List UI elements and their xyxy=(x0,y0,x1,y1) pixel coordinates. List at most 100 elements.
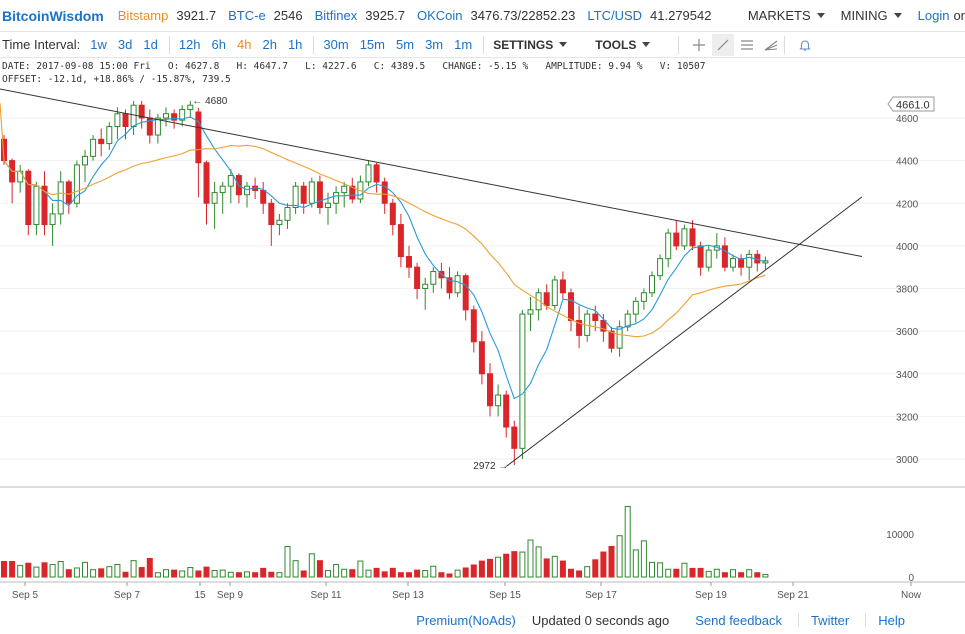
feedback-link[interactable]: Send feedback xyxy=(695,612,782,628)
interval-3d[interactable]: 3d xyxy=(117,37,133,52)
volume-bar xyxy=(414,569,421,578)
time-tick-label: Sep 9 xyxy=(217,590,244,601)
market-btc-e[interactable]: BTC-e 2546 xyxy=(228,8,302,23)
price-tick-label: 4000 xyxy=(896,242,919,253)
time-tick-label: Sep 19 xyxy=(695,590,727,601)
volume-bar xyxy=(616,535,623,578)
candle-body xyxy=(373,164,380,183)
mining-menu[interactable]: MINING xyxy=(841,8,902,23)
candle-body xyxy=(568,292,574,321)
volume-bar xyxy=(592,559,599,578)
candle-body xyxy=(697,245,704,268)
candle-body xyxy=(106,126,113,145)
interval-3m[interactable]: 3m xyxy=(425,37,444,52)
candle-body xyxy=(349,185,356,200)
interval-30m[interactable]: 30m xyxy=(323,37,349,52)
volume-bar xyxy=(665,568,672,578)
draw-line-icon[interactable] xyxy=(712,33,735,56)
time-tick-label: Sep 7 xyxy=(114,590,141,601)
volume-bar xyxy=(357,560,364,578)
volume-bars xyxy=(1,505,769,578)
fan-icon[interactable] xyxy=(760,34,782,56)
market-bitstamp[interactable]: Bitstamp 3921.7 xyxy=(118,8,216,23)
candle-body xyxy=(203,162,210,204)
interval-1h[interactable]: 1h xyxy=(287,37,303,52)
price-tick-label: 3800 xyxy=(896,285,919,296)
volume-bar xyxy=(738,572,745,578)
volume-bar xyxy=(300,570,307,578)
candle-body xyxy=(114,113,121,128)
price-axis: 3000 3200 3400 3600 3800 4000 4200 4400 4600 xyxy=(896,114,919,466)
interval-6h[interactable]: 6h xyxy=(211,37,226,52)
volume-bar xyxy=(179,570,186,578)
candle-body xyxy=(608,330,615,349)
interval-1w[interactable]: 1w xyxy=(90,37,107,52)
current-price-text: 4661.0 xyxy=(896,100,930,112)
volume-bar xyxy=(584,566,591,578)
markets-menu[interactable]: MARKETS xyxy=(748,8,825,23)
volume-bar xyxy=(325,570,331,578)
volume-bar xyxy=(632,549,639,578)
candle-body xyxy=(495,394,502,407)
volume-bar xyxy=(389,567,396,578)
premium-link[interactable]: Premium(NoAds) xyxy=(416,612,516,628)
login-link[interactable]: Login xyxy=(917,8,950,23)
interval-2h[interactable]: 2h xyxy=(262,37,277,52)
candle-body xyxy=(519,313,526,449)
market-okcoin[interactable]: OKCoin 3476.73/22852.23 xyxy=(417,8,575,23)
candle-body xyxy=(624,313,631,328)
mining-menu-label: MINING xyxy=(840,8,888,23)
candle-body xyxy=(446,277,453,294)
market-name[interactable]: LTC/USD xyxy=(587,8,643,23)
volume-bar xyxy=(543,558,550,578)
chevron-down-icon xyxy=(893,13,902,18)
price-tick-label: 3600 xyxy=(896,327,919,338)
volume-bar xyxy=(203,566,210,578)
market-name[interactable]: Bitstamp xyxy=(117,8,169,23)
volume-tick-label: 10000 xyxy=(886,530,914,541)
volume-bar xyxy=(219,569,226,578)
candle-body xyxy=(657,258,664,277)
market-ltc-usd[interactable]: LTC/USD 41.279542 xyxy=(587,8,711,23)
interval-1d[interactable]: 1d xyxy=(143,37,158,52)
candle-body xyxy=(130,104,137,128)
candle-body xyxy=(73,164,80,204)
bell-icon[interactable] xyxy=(794,34,816,56)
candle-body xyxy=(25,170,32,226)
horizontal-lines-icon[interactable] xyxy=(736,34,758,56)
interval-12h[interactable]: 12h xyxy=(178,37,201,52)
volume-bar xyxy=(527,539,534,578)
market-bitfinex[interactable]: Bitfinex 3925.7 xyxy=(315,8,405,23)
candle-body xyxy=(673,232,680,247)
crosshair-icon[interactable] xyxy=(688,34,710,56)
twitter-link[interactable]: Twitter xyxy=(810,612,850,628)
candle-body xyxy=(527,309,534,315)
candle-body xyxy=(649,275,655,294)
low-annotation: 2972 → xyxy=(473,461,508,472)
candle-body xyxy=(462,275,469,311)
interval-4h[interactable]: 4h xyxy=(237,37,252,52)
market-name[interactable]: BTC-e xyxy=(228,8,266,23)
volume-bar xyxy=(705,570,712,578)
help-link[interactable]: Help xyxy=(878,612,905,628)
tools-menu[interactable]: TOOLS xyxy=(595,38,651,52)
interval-15m[interactable]: 15m xyxy=(359,37,385,52)
candle-body xyxy=(632,300,639,315)
site-logo[interactable]: BitcoinWisdom xyxy=(2,7,104,24)
interval-5m[interactable]: 5m xyxy=(396,37,415,52)
market-name[interactable]: Bitfinex xyxy=(314,8,358,23)
price-chart[interactable]: 3000 3200 3400 3600 3800 4000 4200 4400 4600 0 10… xyxy=(0,85,965,606)
candle-body xyxy=(381,181,388,204)
candle-body xyxy=(551,279,558,307)
candle-body xyxy=(316,181,323,209)
interval-1m[interactable]: 1m xyxy=(454,37,473,52)
market-name[interactable]: OKCoin xyxy=(417,8,463,23)
volume-bar xyxy=(697,567,704,578)
candle-body xyxy=(284,207,291,221)
volume-bar xyxy=(551,555,558,578)
volume-bar xyxy=(122,571,129,578)
volume-bar xyxy=(624,505,631,578)
time-tick-label: Sep 11 xyxy=(311,590,342,601)
candle-body xyxy=(543,292,550,307)
settings-menu[interactable]: SETTINGS xyxy=(493,38,568,52)
